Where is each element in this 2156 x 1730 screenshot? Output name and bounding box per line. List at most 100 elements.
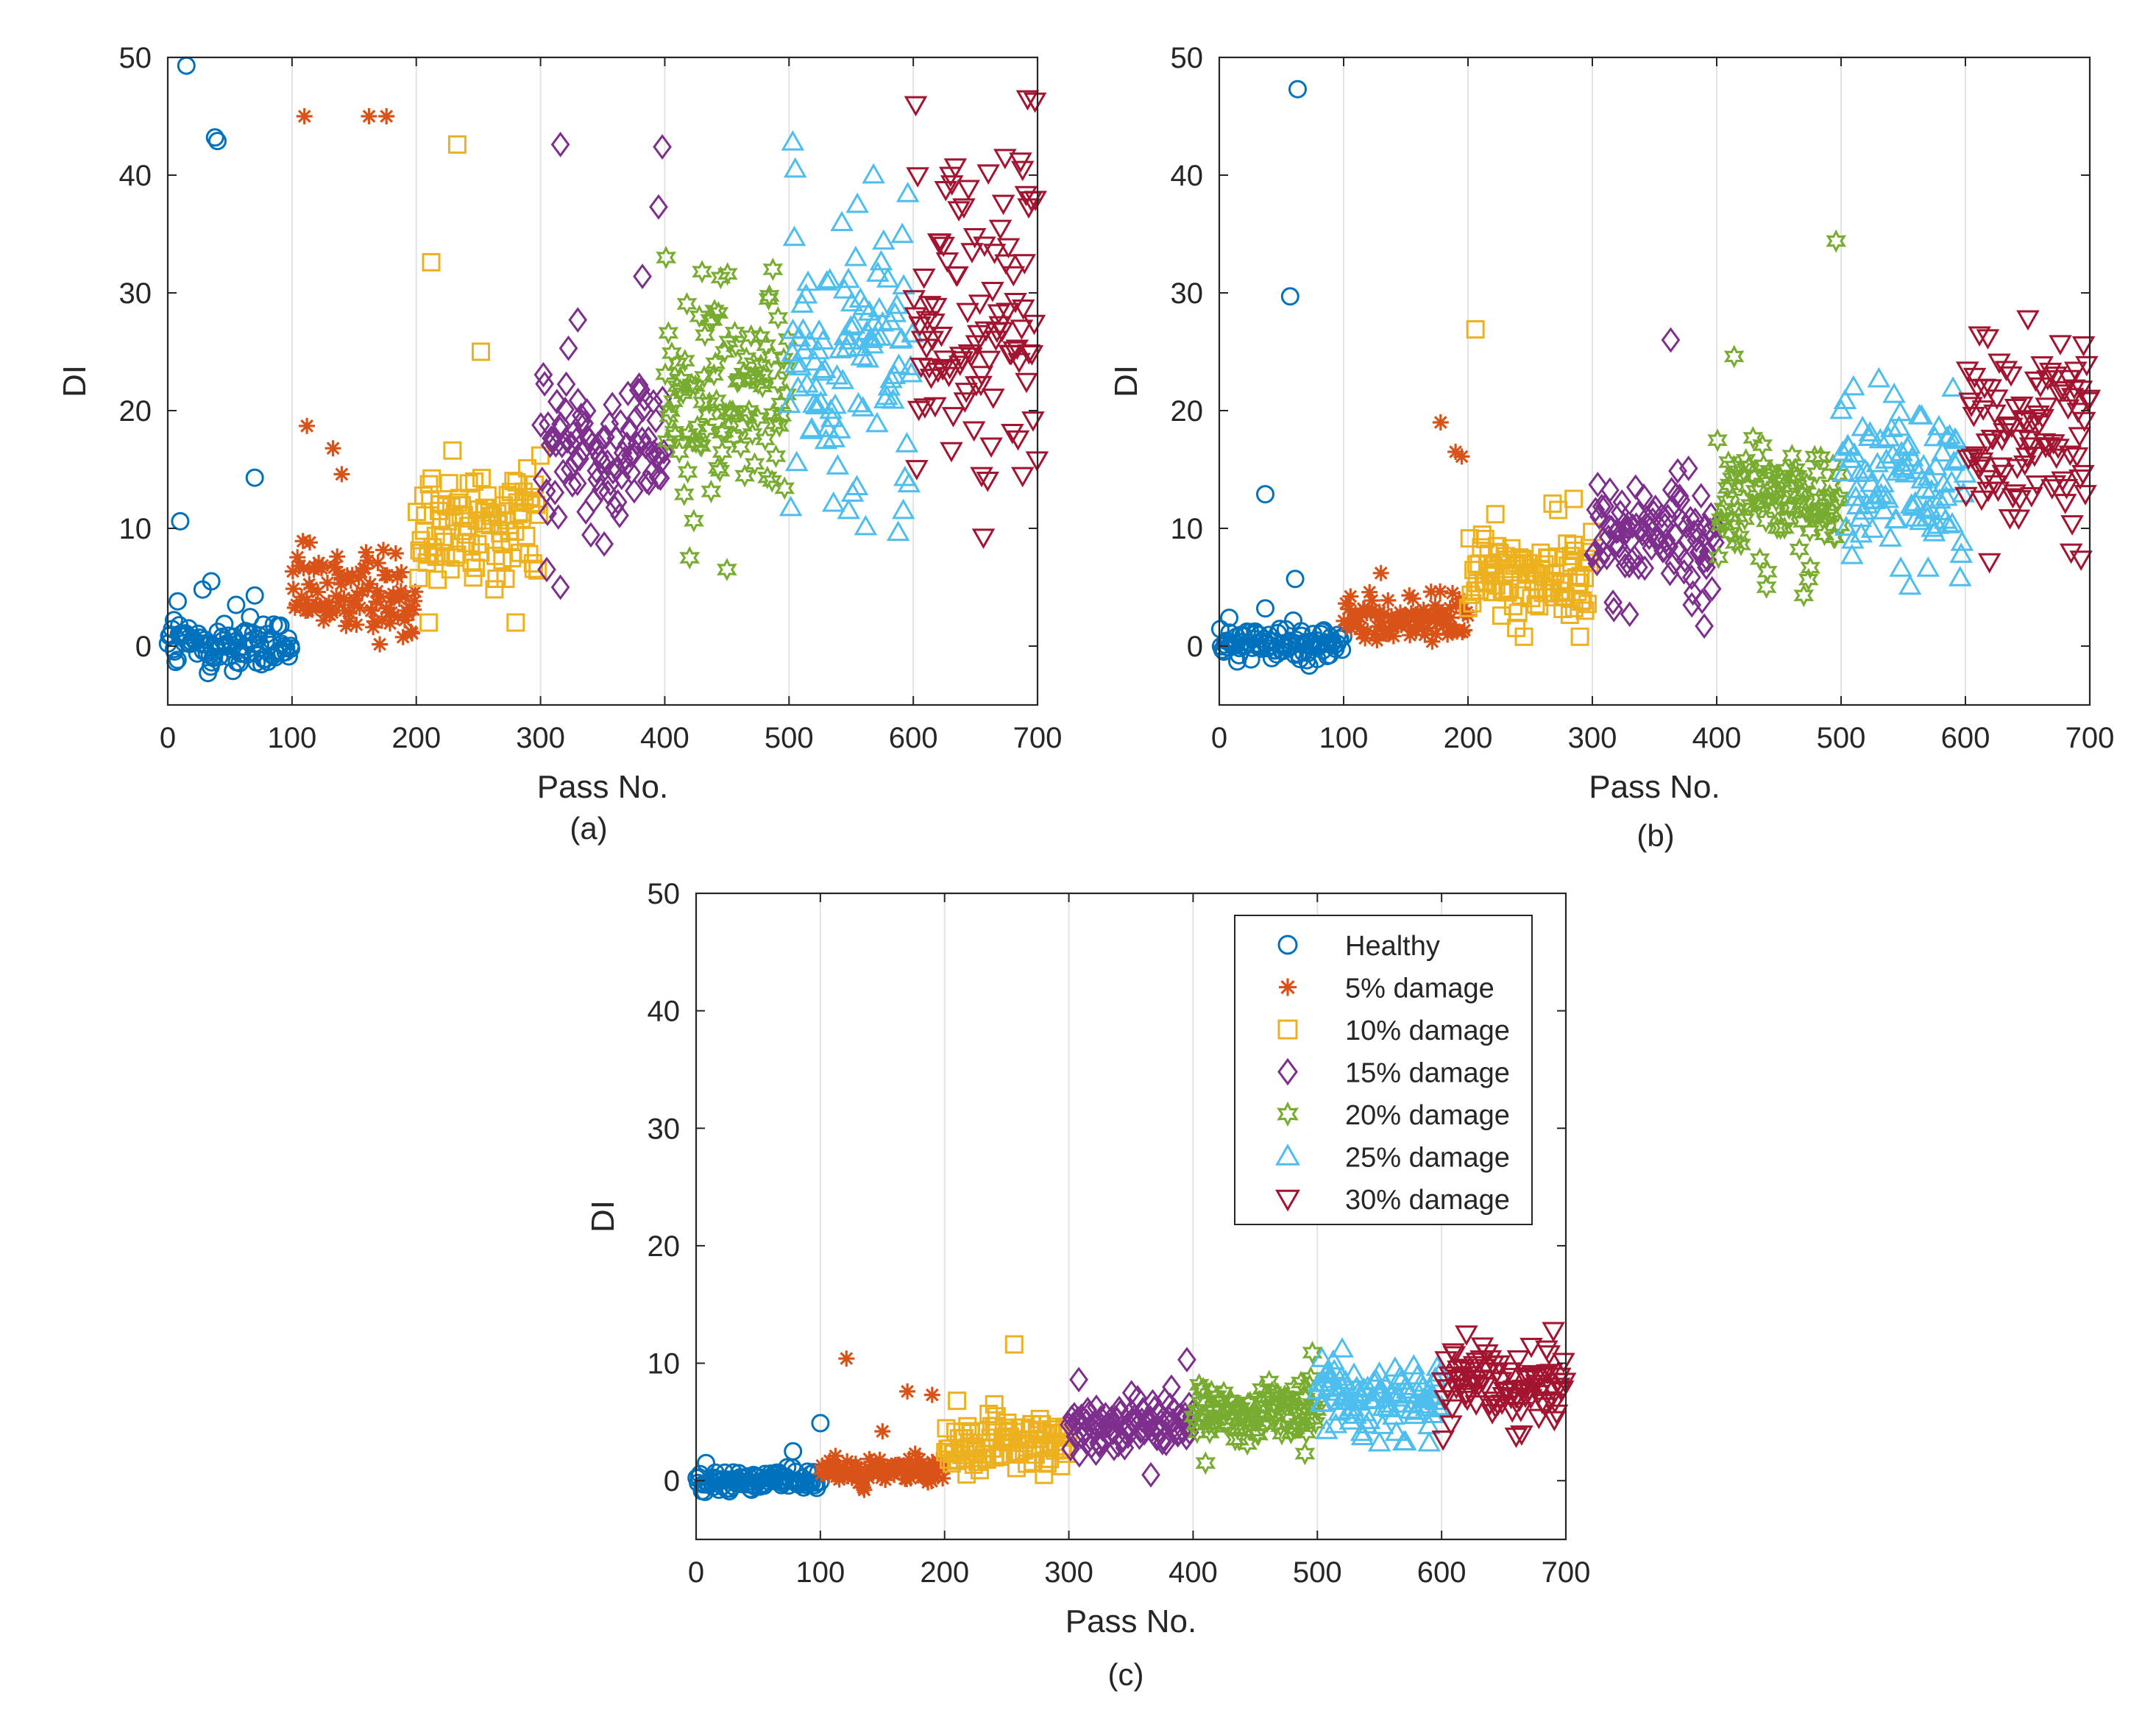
data-point	[1089, 1432, 1109, 1458]
data-point	[953, 392, 977, 413]
data-point	[697, 1453, 715, 1472]
legend-marker	[1277, 1057, 1298, 1086]
y-tick-label: 50	[119, 42, 152, 74]
data-point	[1731, 532, 1751, 556]
data-point	[369, 555, 386, 572]
data-point	[950, 351, 974, 372]
x-tick-label: 200	[391, 722, 441, 754]
data-point	[336, 589, 352, 606]
data-point	[1785, 457, 1806, 481]
y-tick-label: 20	[648, 1230, 681, 1263]
data-point	[1405, 590, 1422, 607]
data-markers	[1210, 79, 2102, 675]
data-point	[1578, 595, 1598, 614]
data-point	[794, 283, 818, 304]
data-point	[558, 335, 578, 361]
data-point	[626, 405, 646, 431]
data-point	[656, 429, 678, 453]
data-point	[788, 355, 812, 376]
data-point	[851, 396, 875, 416]
data-point	[701, 479, 722, 503]
data-point	[946, 266, 969, 287]
data-point	[965, 335, 989, 356]
y-tick-label: 20	[119, 395, 152, 428]
data-point	[954, 383, 978, 403]
data-point	[1007, 352, 1031, 374]
data-point	[1439, 607, 1455, 624]
data-point	[1162, 1374, 1181, 1400]
data-point	[1288, 79, 1307, 99]
data-point	[1707, 428, 1728, 453]
data-point	[784, 450, 809, 472]
data-point	[382, 615, 398, 632]
data-point	[1454, 1385, 1478, 1405]
data-point	[407, 584, 424, 600]
x-tick-label: 300	[1044, 1556, 1093, 1589]
data-point	[1882, 383, 1906, 403]
data-markers	[158, 56, 1049, 683]
data-point	[1580, 553, 1599, 572]
data-point	[825, 364, 849, 385]
data-point	[1692, 588, 1712, 614]
data-point	[2041, 434, 2065, 455]
data-point	[1994, 361, 2018, 382]
data-point	[2059, 543, 2083, 564]
data-point	[1330, 629, 1350, 648]
data-point	[1799, 519, 1820, 543]
data-point	[979, 1404, 999, 1423]
data-point	[1270, 620, 1289, 639]
data-point	[991, 194, 1015, 216]
y-tick-label: 0	[135, 631, 152, 663]
data-point	[813, 358, 837, 379]
data-point	[653, 386, 673, 411]
data-point	[2071, 464, 2095, 486]
data-point	[291, 558, 308, 575]
y-tick-label: 40	[119, 160, 152, 192]
data-point	[897, 472, 921, 493]
data-point	[1734, 507, 1756, 531]
data-point	[1294, 1442, 1316, 1466]
data-point	[546, 432, 566, 458]
data-point	[831, 369, 855, 389]
data-point	[1453, 448, 1470, 465]
data-point	[171, 511, 190, 531]
data-point	[993, 149, 1017, 169]
data-point	[810, 360, 834, 381]
data-point	[717, 558, 737, 581]
data-point	[419, 545, 438, 564]
data-point	[747, 406, 768, 430]
data-point	[389, 609, 406, 625]
data-point	[1683, 580, 1703, 606]
data-point	[667, 351, 689, 375]
data-point	[1884, 508, 1909, 529]
data-point	[249, 625, 269, 645]
data-point	[164, 611, 183, 630]
data-point	[892, 274, 915, 295]
data-point	[1416, 626, 1433, 643]
data-point	[1364, 592, 1380, 609]
data-point	[1695, 613, 1714, 639]
data-point	[820, 406, 844, 428]
data-point	[890, 327, 913, 348]
data-point	[535, 371, 554, 397]
data-point	[289, 549, 306, 566]
data-point	[1440, 619, 1457, 636]
data-point	[1270, 1414, 1291, 1439]
data-point	[1909, 509, 1932, 531]
data-point	[935, 1470, 951, 1486]
data-point	[784, 352, 808, 373]
data-point	[1503, 597, 1522, 616]
x-tick-label: 100	[1319, 722, 1369, 754]
data-point	[1867, 366, 1891, 388]
data-point	[877, 1472, 894, 1488]
data-point	[419, 613, 439, 632]
data-point	[1319, 1363, 1342, 1384]
data-point	[1507, 618, 1526, 637]
x-tick-label: 700	[2065, 722, 2115, 754]
data-point	[1927, 414, 1951, 436]
data-point	[2069, 550, 2093, 571]
data-point	[896, 1457, 912, 1474]
data-point	[837, 267, 860, 288]
data-point	[1473, 1377, 1497, 1398]
data-point	[1498, 583, 1517, 602]
